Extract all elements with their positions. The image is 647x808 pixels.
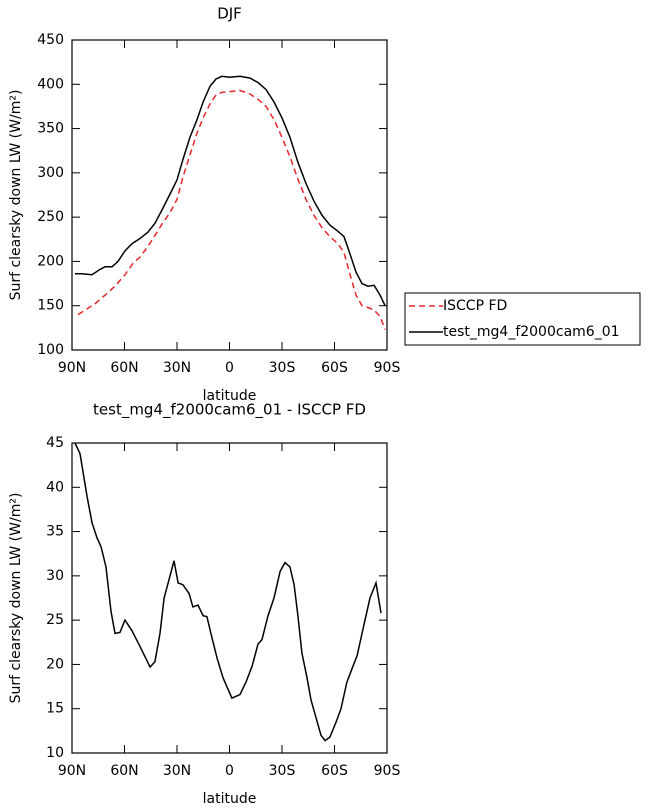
y-tick-label: 30 — [46, 568, 64, 584]
x-tick-label: 60N — [110, 763, 138, 779]
y-tick-label: 35 — [46, 524, 64, 540]
y-axis-label: Surf clearsky down LW (W/m²) — [8, 90, 24, 301]
y-tick-label: 40 — [46, 479, 64, 495]
chart-title: DJF — [217, 5, 242, 23]
legend-label: test_mg4_f2000cam6_01 — [443, 324, 620, 340]
x-tick-label: 0 — [225, 360, 234, 376]
x-tick-label: 90N — [58, 360, 86, 376]
y-axis-label: Surf clearsky down LW (W/m²) — [8, 493, 24, 704]
x-tick-label: 30N — [163, 763, 191, 779]
x-tick-label: 90N — [58, 763, 86, 779]
y-tick-label: 20 — [46, 656, 64, 672]
y-tick-label: 350 — [37, 121, 64, 137]
y-tick-label: 400 — [37, 76, 64, 92]
x-tick-label: 90S — [374, 763, 401, 779]
x-tick-label: 60S — [321, 360, 348, 376]
x-tick-label: 60S — [321, 763, 348, 779]
x-axis-label: latitude — [203, 388, 257, 404]
plot-frame — [71, 39, 388, 351]
y-tick-label: 10 — [46, 745, 64, 761]
x-tick-label: 60N — [110, 360, 138, 376]
legend-box — [404, 292, 641, 346]
plot-frame — [71, 442, 388, 754]
x-tick-label: 0 — [225, 763, 234, 779]
legend-label: ISCCP FD — [443, 298, 507, 314]
series-line — [74, 442, 382, 742]
x-tick-label: 30S — [269, 360, 296, 376]
series-line — [75, 75, 386, 307]
y-tick-label: 250 — [37, 209, 64, 225]
y-tick-label: 200 — [37, 253, 64, 269]
y-tick-label: 450 — [37, 32, 64, 48]
x-tick-label: 30S — [269, 763, 296, 779]
y-tick-label: 15 — [46, 701, 64, 717]
series-line — [77, 89, 386, 330]
chart-title: test_mg4_f2000cam6_01 - ISCCP FD — [93, 401, 366, 420]
x-tick-label: 90S — [374, 360, 401, 376]
y-tick-label: 100 — [37, 342, 64, 358]
x-axis-label: latitude — [203, 791, 257, 807]
y-tick-label: 25 — [46, 612, 64, 628]
y-tick-label: 45 — [46, 435, 64, 451]
x-tick-label: 30N — [163, 360, 191, 376]
y-tick-label: 150 — [37, 298, 64, 314]
y-tick-label: 300 — [37, 165, 64, 181]
